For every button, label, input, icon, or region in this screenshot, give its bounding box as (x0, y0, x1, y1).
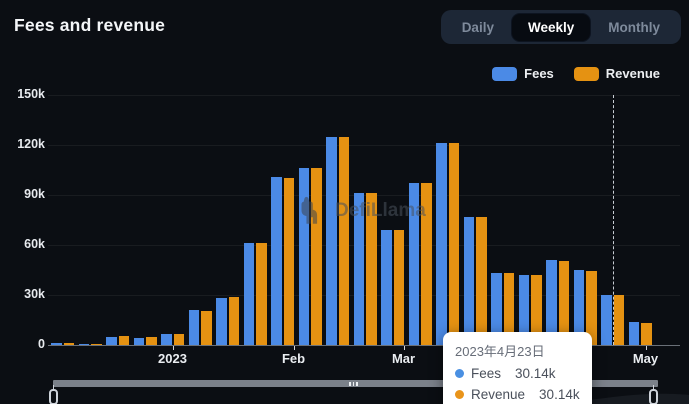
x-axis-label: Feb (281, 351, 306, 366)
x-axis-tick (293, 346, 295, 350)
bar-revenue[interactable] (531, 275, 542, 345)
bar-fees[interactable] (463, 216, 474, 345)
bar-fees[interactable] (546, 260, 557, 345)
tooltip-row: Revenue 30.14k (455, 387, 580, 402)
datazoom-right-connector (653, 385, 654, 390)
x-axis-label: May (632, 351, 659, 366)
tooltip-series-label: Revenue (471, 387, 526, 402)
bar-fees[interactable] (326, 136, 337, 345)
bar-revenue[interactable] (586, 270, 597, 345)
bar-revenue[interactable] (201, 310, 212, 345)
toggle-monthly[interactable]: Monthly (592, 14, 676, 41)
bar-revenue[interactable] (311, 168, 322, 345)
toggle-weekly[interactable]: Weekly (511, 13, 591, 41)
y-axis-label: 60k (24, 237, 45, 251)
bar-revenue[interactable] (503, 273, 514, 345)
y-axis-label: 90k (24, 187, 45, 201)
legend-item-revenue[interactable]: Revenue (573, 66, 660, 81)
fees-series-dot-icon (455, 369, 464, 378)
period-toggle: Daily Weekly Monthly (440, 10, 681, 44)
x-axis-label: 2023 (158, 351, 187, 366)
datazoom-left-handle[interactable] (49, 389, 58, 404)
tooltip-row: Fees 30.14k (455, 366, 580, 381)
y-axis-label: 30k (24, 287, 45, 301)
x-axis-tick (172, 346, 174, 350)
bar-fees[interactable] (106, 336, 117, 345)
gridline (48, 195, 680, 196)
bar-revenue[interactable] (63, 343, 74, 345)
datazoom-grip-icon[interactable] (349, 381, 358, 386)
x-axis-label: Mar (391, 351, 416, 366)
bar-revenue[interactable] (393, 230, 404, 345)
chart-legend: Fees Revenue (492, 66, 660, 81)
tooltip-rows: Fees 30.14k Revenue 30.14k (455, 366, 580, 402)
tooltip-date: 2023年4月23日 (455, 344, 545, 359)
bar-revenue[interactable] (256, 243, 267, 345)
tooltip-series-value: 30.14k (515, 366, 556, 381)
tooltip-series-label: Fees (471, 366, 502, 381)
legend-item-fees[interactable]: Fees (492, 66, 554, 81)
datazoom-right-handle[interactable] (649, 389, 658, 404)
x-axis-tick (645, 346, 647, 350)
bar-fees[interactable] (243, 243, 254, 345)
datazoom-left-connector (53, 385, 54, 390)
datazoom-track[interactable] (53, 380, 658, 387)
bar-fees[interactable] (51, 342, 62, 345)
bar-revenue[interactable] (366, 193, 377, 345)
y-axis-label: 150k (17, 87, 45, 101)
legend-swatch-icon (492, 66, 518, 81)
bar-revenue[interactable] (558, 260, 569, 345)
bar-revenue[interactable] (118, 335, 129, 345)
gridline (48, 245, 680, 246)
bar-revenue[interactable] (283, 178, 294, 345)
bar-fees[interactable] (601, 294, 612, 345)
bar-fees[interactable] (188, 310, 199, 345)
bar-revenue[interactable] (448, 143, 459, 345)
bar-revenue[interactable] (173, 333, 184, 345)
bar-fees[interactable] (133, 337, 144, 345)
bar-fees[interactable] (271, 176, 282, 345)
page-title: Fees and revenue (14, 15, 166, 35)
bar-fees[interactable] (78, 343, 89, 345)
revenue-series-dot-icon (455, 390, 464, 399)
bar-fees[interactable] (573, 270, 584, 345)
x-axis-tick (403, 346, 405, 350)
crosshair-dashed-line (612, 95, 614, 345)
x-axis-line (48, 345, 680, 346)
gridline (48, 295, 680, 296)
gridline (48, 145, 680, 146)
bar-revenue[interactable] (146, 336, 157, 345)
bar-fees[interactable] (628, 321, 639, 345)
legend-label: Fees (524, 66, 554, 81)
legend-label: Revenue (605, 66, 660, 81)
chart-tooltip: 2023年4月23日 Fees 30.14k Revenue 30.14k (443, 332, 592, 404)
bar-revenue[interactable] (613, 294, 624, 345)
bar-revenue[interactable] (476, 216, 487, 345)
bar-fees[interactable] (298, 168, 309, 345)
tooltip-series-value: 30.14k (539, 387, 580, 402)
bar-revenue[interactable] (338, 136, 349, 345)
y-axis-label: 0 (38, 337, 45, 351)
bar-revenue[interactable] (228, 296, 239, 345)
bar-revenue[interactable] (421, 182, 432, 345)
toggle-daily[interactable]: Daily (446, 14, 510, 41)
legend-swatch-icon (573, 66, 599, 81)
bar-fees[interactable] (518, 275, 529, 345)
bar-fees[interactable] (161, 334, 172, 345)
y-axis-label: 120k (17, 137, 45, 151)
bar-fees[interactable] (216, 297, 227, 345)
bar-fees[interactable] (436, 143, 447, 345)
bar-fees[interactable] (353, 193, 364, 345)
gridline (48, 95, 680, 96)
bar-revenue[interactable] (641, 322, 652, 345)
bar-fees[interactable] (491, 273, 502, 345)
bar-fees[interactable] (381, 230, 392, 345)
bar-fees[interactable] (408, 183, 419, 345)
bar-revenue[interactable] (91, 343, 102, 345)
